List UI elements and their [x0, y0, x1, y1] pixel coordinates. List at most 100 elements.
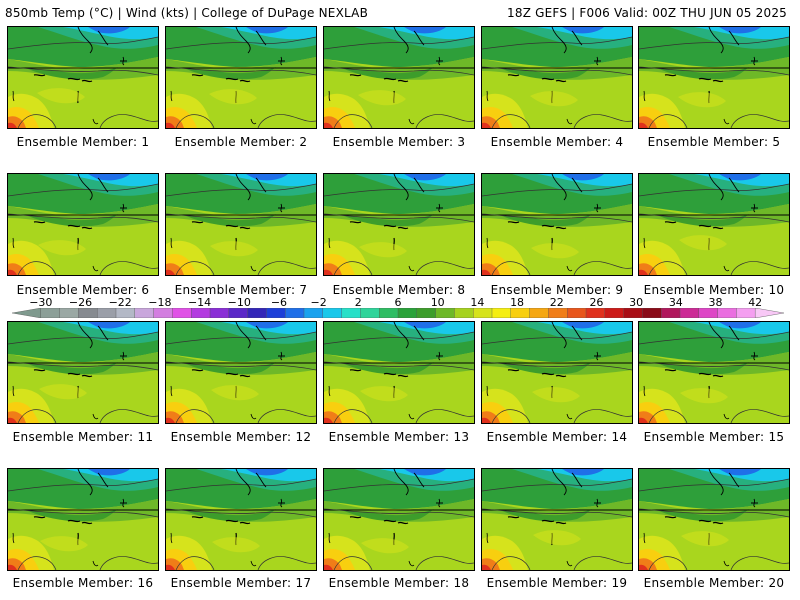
temperature-map [639, 469, 789, 570]
ensemble-member-label: Ensemble Member: 18 [328, 576, 470, 590]
colorbar-swatch [585, 308, 606, 318]
colorbar-swatch [303, 308, 324, 318]
colorbar-swatch [59, 308, 80, 318]
colorbar-tick-label: 22 [549, 296, 564, 309]
colorbar-swatch [473, 308, 493, 318]
colorbar-swatch [416, 308, 437, 318]
colorbar-swatch [435, 308, 456, 318]
colorbar-tick-label: −6 [270, 296, 288, 309]
model-run-info: 18Z GEFS | F006 Valid: 00Z THU JUN 05 20… [507, 6, 787, 20]
colorbar-swatch [40, 308, 61, 318]
colorbar-swatch [491, 308, 512, 318]
temperature-colorbar [12, 308, 784, 318]
ensemble-map-panel [481, 26, 633, 129]
temperature-map [482, 469, 632, 570]
colorbar-tick-label: −2 [310, 296, 327, 309]
ensemble-member-label: Ensemble Member: 2 [174, 135, 308, 149]
ensemble-map-panel [638, 468, 790, 571]
ensemble-map-panel [323, 468, 475, 571]
colorbar-tick-label: 42 [748, 296, 763, 309]
ensemble-map-panel [323, 26, 475, 129]
temperature-map [482, 322, 632, 423]
colorbar-swatch [661, 308, 681, 318]
ensemble-map-panel [481, 321, 633, 424]
colorbar-tick-label: 10 [430, 296, 445, 309]
ensemble-member-label: Ensemble Member: 5 [647, 135, 781, 149]
ensemble-member-label: Ensemble Member: 9 [490, 283, 624, 297]
colorbar-swatch [679, 308, 700, 318]
colorbar-swatch [96, 308, 117, 318]
ensemble-map-panel [638, 173, 790, 276]
colorbar-tick-labels: −30 −26 −22 −18 −14 −10 −6 −2 2 6 10 14 18 22 26 30 34 38… [0, 296, 800, 309]
colorbar-swatch [642, 308, 662, 318]
ensemble-map-panel [7, 26, 159, 129]
colorbar-swatch [266, 308, 286, 318]
colorbar-swatch [360, 308, 380, 318]
colorbar-tick-label: 14 [470, 296, 485, 309]
ensemble-map-panel [323, 321, 475, 424]
ensemble-map-panel [481, 173, 633, 276]
colorbar-swatch [567, 308, 587, 318]
ensemble-map-panel [323, 173, 475, 276]
ensemble-member-label: Ensemble Member: 6 [16, 283, 150, 297]
ensemble-member-label: Ensemble Member: 11 [12, 430, 154, 444]
ensemble-member-label: Ensemble Member: 17 [170, 576, 312, 590]
ensemble-map-panel [165, 26, 317, 129]
temperature-map [8, 174, 158, 275]
temperature-map [8, 27, 158, 128]
ensemble-map-panel [7, 468, 159, 571]
ensemble-map-panel [481, 468, 633, 571]
ensemble-member-label: Ensemble Member: 3 [332, 135, 466, 149]
ensemble-map-panel [7, 321, 159, 424]
colorbar-swatch [755, 308, 784, 318]
colorbar-swatch [12, 308, 41, 318]
ensemble-member-label: Ensemble Member: 8 [332, 283, 466, 297]
temperature-map [324, 469, 474, 570]
chart-title: 850mb Temp (°C) | Wind (kts) | College o… [5, 6, 369, 20]
colorbar-swatch [247, 308, 268, 318]
colorbar-swatch [510, 308, 531, 318]
colorbar-tick-label: 34 [668, 296, 683, 309]
colorbar-swatch [397, 308, 418, 318]
colorbar-tick-label: 6 [394, 296, 402, 309]
temperature-map [8, 469, 158, 570]
colorbar-swatch [341, 308, 362, 318]
colorbar-swatch [115, 308, 136, 318]
colorbar-swatch [209, 308, 230, 318]
ensemble-map-panel [638, 26, 790, 129]
colorbar-swatch [322, 308, 343, 318]
temperature-map [482, 27, 632, 128]
ensemble-member-label: Ensemble Member: 4 [490, 135, 624, 149]
colorbar-tick-label: −30 [29, 296, 53, 309]
colorbar-tick-label: −14 [187, 296, 212, 309]
temperature-map [8, 322, 158, 423]
ensemble-member-label: Ensemble Member: 19 [486, 576, 628, 590]
colorbar-swatch [736, 308, 756, 318]
colorbar-swatch [172, 308, 192, 318]
temperature-map [639, 322, 789, 423]
colorbar-swatch [623, 308, 644, 318]
colorbar-swatch [717, 308, 738, 318]
temperature-map [166, 27, 316, 128]
colorbar-swatch [604, 308, 625, 318]
colorbar-tick-label: −18 [148, 296, 172, 309]
colorbar-swatch [379, 308, 399, 318]
colorbar-tick-label: −22 [108, 296, 132, 309]
ensemble-member-label: Ensemble Member: 15 [643, 430, 785, 444]
temperature-map [166, 174, 316, 275]
temperature-map [166, 469, 316, 570]
ensemble-map-panel [7, 173, 159, 276]
colorbar-swatch [698, 308, 719, 318]
colorbar-swatch [190, 308, 211, 318]
ensemble-map-panel [165, 321, 317, 424]
ensemble-member-label: Ensemble Member: 12 [170, 430, 312, 444]
temperature-map [324, 174, 474, 275]
temperature-map [639, 27, 789, 128]
ensemble-member-label: Ensemble Member: 7 [174, 283, 308, 297]
colorbar-swatch [454, 308, 474, 318]
colorbar-swatch [285, 308, 305, 318]
ensemble-member-label: Ensemble Member: 1 [16, 135, 150, 149]
colorbar-swatch [548, 308, 568, 318]
colorbar-swatch [134, 308, 155, 318]
